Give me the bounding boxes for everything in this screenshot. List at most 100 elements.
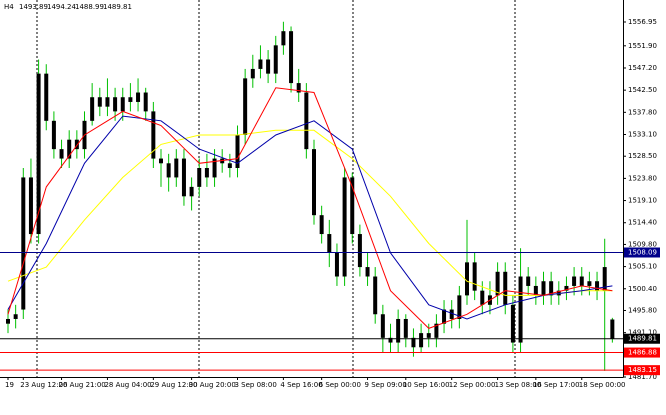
header-high: 1494.24 [47,3,76,11]
y-tick-label: 1533.10 [628,131,657,139]
candle-body [136,92,141,102]
timeframe: H4 [4,3,14,11]
candle-body [357,234,362,268]
candle-body [250,68,255,79]
candle-body [533,285,538,296]
y-tick-label: 1509.80 [628,240,657,248]
candle-body [143,92,148,112]
candle-body [610,319,615,339]
candle-body [304,92,309,150]
candle-body [21,177,26,310]
price-level-box [624,247,660,258]
y-tick-label: 1514.40 [628,219,657,227]
candle-body [396,318,401,343]
candle-body [74,139,79,150]
y-tick-label: 1537.80 [628,108,657,116]
candle-body [151,111,156,159]
candle-body [67,139,72,159]
x-tick-label: 18 Sep 00:00 [579,381,626,389]
y-tick-label: 1523.80 [628,174,657,182]
y-tick-label: 1556.95 [628,18,657,26]
candle-body [113,97,118,112]
candle-body [266,59,271,74]
candle-body [426,333,431,338]
moving-average [7,129,613,296]
candle-body [342,177,347,277]
candle-body [174,158,179,178]
candle-body [365,267,370,277]
candle-body [595,281,600,291]
header-open: 1493.89 [19,3,48,11]
price-level-label: 1486.88 [628,349,657,357]
x-tick-label: 19 [5,381,14,389]
candle-body [549,281,554,296]
candle-body [587,281,592,286]
x-tick-label: 10 Sep 16:00 [403,381,450,389]
candle-body [273,45,278,74]
candle-body [327,234,332,253]
candle-body [319,215,324,235]
candle-body [90,97,95,121]
y-tick-label: 1519.10 [628,197,657,205]
y-tick-label: 1528.50 [628,152,657,160]
y-tick-label: 1500.40 [628,285,657,293]
candle-body [350,177,355,235]
x-tick-label: 30 Aug 20:00 [189,381,236,389]
candle-body [510,304,515,343]
candle-body [204,168,209,178]
y-tick-label: 1551.90 [628,42,657,50]
x-tick-label: 26 Aug 21:00 [59,381,106,389]
candle-body [465,262,469,296]
candle-body [36,73,41,235]
candle-body [227,163,232,169]
candle-body [51,120,56,150]
x-tick-label: 12 Sep 00:00 [449,381,496,389]
candle-body [59,149,64,159]
candle-body [526,276,531,286]
candle-body [28,177,33,235]
price-level-label: 1489.81 [628,335,657,343]
y-tick-label: 1495.80 [628,306,657,314]
candle-body [212,158,217,178]
x-tick-label: 9 Sep 09:00 [365,381,407,389]
candle-body [403,318,408,338]
x-tick-label: 13 Sep 08:00 [495,381,542,389]
candle-body [495,271,500,296]
candle-body [472,262,477,291]
candle-body [197,168,202,187]
candle-body [13,314,18,319]
candle-body [434,323,439,338]
y-tick-label: 1491.10 [628,329,657,337]
moving-average [7,115,613,320]
candle-body [258,59,263,69]
header-close: 1489.81 [103,3,132,11]
candle-body [105,97,110,107]
x-tick-label: 6 Sep 00:00 [319,381,361,389]
candle-body [373,276,378,315]
candle-body [6,318,10,324]
price-level-label: 1508.09 [628,248,657,256]
candle-body [388,337,393,343]
candle-body [480,290,485,305]
candle-body [579,276,584,286]
candle-body [44,73,49,121]
candle-body [281,31,286,46]
candle-body [189,186,194,197]
y-tick-label: 1505.10 [628,263,657,271]
candle-body [120,97,125,112]
moving-average [7,87,613,329]
candle-body [564,285,569,291]
candle-body [442,309,447,324]
x-tick-label: 29 Aug 12:00 [150,381,197,389]
y-tick-label: 1547.20 [628,64,657,72]
candle-body [602,267,607,291]
header-low: 1488.99 [75,3,104,11]
candle-body [159,158,163,164]
candle-body [572,276,577,286]
x-tick-label: 28 Aug 04:00 [104,381,151,389]
y-tick-label: 1481.70 [628,373,657,381]
candle-body [419,333,424,348]
x-tick-label: 4 Sep 16:00 [280,381,322,389]
